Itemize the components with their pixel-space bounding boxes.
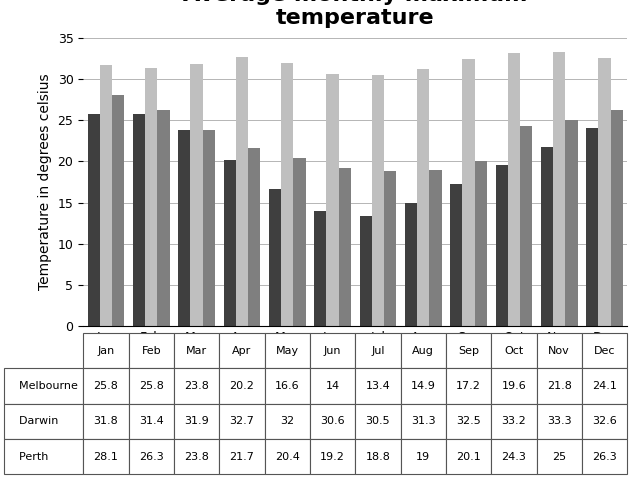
Bar <box>495 165 508 326</box>
Bar <box>360 216 372 326</box>
Bar <box>598 58 611 326</box>
Bar <box>191 64 203 326</box>
Bar <box>586 128 598 326</box>
Bar <box>565 120 577 326</box>
Bar <box>293 158 305 326</box>
Bar <box>0 378 42 394</box>
Bar <box>372 75 384 326</box>
Bar <box>611 110 623 326</box>
Bar <box>339 168 351 326</box>
Bar <box>157 110 170 326</box>
Bar <box>405 204 417 326</box>
Bar <box>417 68 429 326</box>
Bar <box>0 413 42 429</box>
Bar <box>203 130 215 326</box>
Title: Average monthly maximum
temperature: Average monthly maximum temperature <box>183 0 527 28</box>
Bar <box>541 147 553 326</box>
Bar <box>112 95 124 326</box>
Bar <box>145 68 157 326</box>
Bar <box>133 114 145 326</box>
Bar <box>223 160 236 326</box>
Bar <box>520 126 532 326</box>
Bar <box>384 171 396 326</box>
Y-axis label: Temperature in degrees celsius: Temperature in degrees celsius <box>38 74 52 290</box>
Bar <box>326 74 339 326</box>
Bar <box>314 211 326 326</box>
Bar <box>178 130 191 326</box>
Bar <box>450 184 463 326</box>
Bar <box>553 52 565 326</box>
Bar <box>269 189 281 326</box>
Bar <box>236 57 248 326</box>
Bar <box>100 65 112 326</box>
Bar <box>281 63 293 326</box>
Bar <box>0 448 42 464</box>
Bar <box>248 148 260 326</box>
Bar <box>88 114 100 326</box>
Bar <box>508 53 520 326</box>
Bar <box>463 59 475 326</box>
Bar <box>429 170 442 326</box>
Bar <box>475 160 487 326</box>
